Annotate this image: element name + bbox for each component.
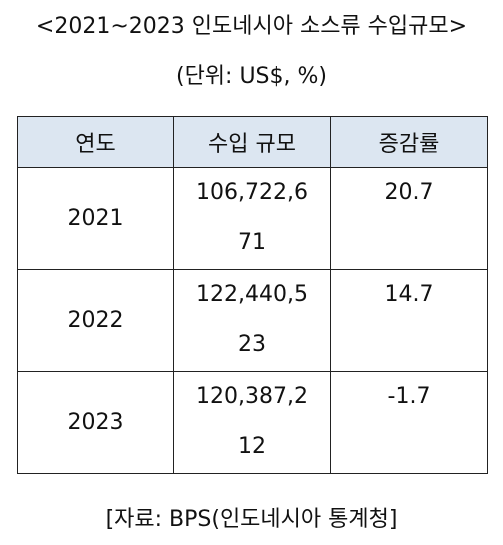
import-table: 연도 수입 규모 증감률 2021 106,722,6 71 20.7 2022…	[17, 116, 488, 474]
amount-cell: 120,387,2 12	[173, 371, 331, 474]
table-row: 2021 106,722,6 71 20.7	[17, 167, 488, 270]
year-cell: 2021	[17, 167, 174, 270]
year-cell: 2022	[17, 269, 174, 372]
page-title: <2021~2023 인도네시아 소스류 수입규모>	[35, 14, 468, 39]
table-header-row: 연도 수입 규모 증감률	[17, 116, 488, 168]
amount-cell: 106,722,6 71	[173, 167, 331, 270]
amount-line: 122,440,5	[196, 282, 308, 307]
table-row: 2023 120,387,2 12 -1.7	[17, 371, 488, 474]
rate-cell: 20.7	[330, 167, 488, 270]
rate-cell: 14.7	[330, 269, 488, 372]
rate-cell: -1.7	[330, 371, 488, 474]
year-cell: 2023	[17, 371, 174, 474]
source-note: [자료: BPS(인도네시아 통계청]	[105, 507, 398, 532]
header-amount: 수입 규모	[173, 116, 331, 168]
amount-line: 23	[238, 332, 266, 357]
amount-line: 120,387,2	[196, 384, 308, 409]
header-rate: 증감률	[330, 116, 488, 168]
unit-note: (단위: US$, %)	[175, 64, 327, 89]
table-row: 2022 122,440,5 23 14.7	[17, 269, 488, 372]
amount-line: 71	[238, 230, 266, 255]
amount-cell: 122,440,5 23	[173, 269, 331, 372]
amount-line: 106,722,6	[196, 180, 308, 205]
amount-line: 12	[238, 434, 266, 459]
header-year: 연도	[17, 116, 174, 168]
